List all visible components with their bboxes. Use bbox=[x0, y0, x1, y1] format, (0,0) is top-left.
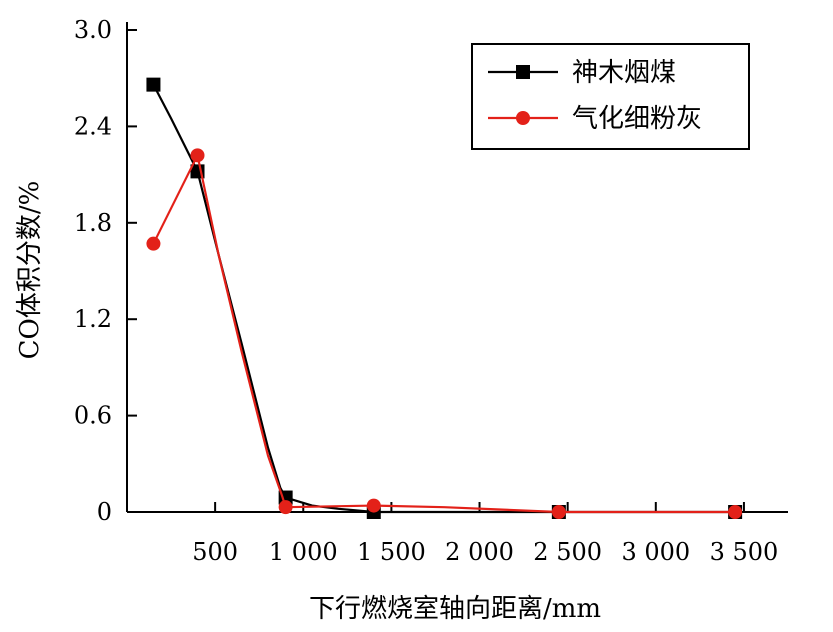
circle-marker bbox=[146, 236, 161, 251]
y-tick-label: 2.4 bbox=[74, 112, 112, 140]
legend-label: 气化细粉灰 bbox=[572, 104, 702, 134]
circle-marker bbox=[516, 111, 530, 125]
y-tick-label: 0 bbox=[97, 498, 112, 526]
circle-marker bbox=[366, 498, 381, 513]
y-tick-label: 1.8 bbox=[74, 209, 112, 237]
y-axis-title: CO体积分数/% bbox=[15, 181, 45, 360]
square-marker bbox=[146, 77, 161, 92]
circle-marker bbox=[551, 505, 566, 519]
series-2 bbox=[146, 148, 743, 519]
y-tick-label: 0.6 bbox=[74, 402, 112, 430]
axes: 0 0.6 1.2 1.8 2.4 3.0 500 1 000 1 500 2 000 2 500 3… bbox=[74, 16, 788, 566]
series-line bbox=[152, 154, 736, 514]
x-tick-label: 3 500 bbox=[710, 538, 779, 566]
legend-entry: 气化细粉灰 bbox=[488, 104, 702, 134]
x-axis-title: 下行燃烧室轴向距离/mm bbox=[309, 594, 601, 624]
legend-entry: 神木烟煤 bbox=[488, 58, 676, 88]
circle-marker bbox=[190, 148, 205, 163]
x-tick-label: 3 000 bbox=[621, 538, 690, 566]
circle-marker bbox=[278, 500, 293, 515]
x-tick-label: 1 500 bbox=[357, 538, 426, 566]
x-tick-label: 500 bbox=[192, 538, 238, 566]
legend-label: 神木烟煤 bbox=[572, 58, 676, 88]
x-tick-label: 2 500 bbox=[533, 538, 602, 566]
x-tick-label: 1 000 bbox=[269, 538, 338, 566]
square-marker bbox=[516, 65, 530, 79]
circle-marker bbox=[728, 505, 743, 519]
y-tick-label: 1.2 bbox=[74, 305, 112, 333]
y-tick-label: 3.0 bbox=[74, 16, 112, 44]
legend-box bbox=[471, 43, 750, 150]
series-layer bbox=[146, 77, 743, 519]
x-tick-label: 2 000 bbox=[445, 538, 514, 566]
